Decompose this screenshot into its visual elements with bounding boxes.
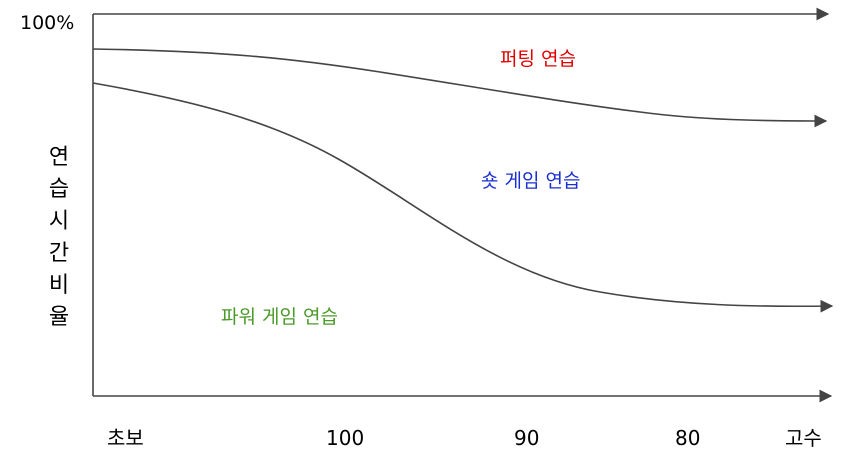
y-axis-title: 연습시간비율 [48, 145, 70, 330]
y-axis-max-label: 100% [20, 12, 75, 34]
putting-practice-label: 퍼팅 연습 [500, 48, 576, 70]
short-game-boundary-curve [92, 82, 834, 313]
x-tick-80: 80 [675, 426, 701, 450]
putting-boundary-curve [92, 48, 828, 128]
short-game-practice-label: 숏 게임 연습 [481, 170, 581, 192]
x-tick-90: 90 [514, 426, 540, 450]
x-tick-beginner: 초보 [107, 426, 144, 450]
x-tick-100: 100 [326, 426, 365, 450]
power-game-practice-label: 파워 게임 연습 [221, 306, 338, 328]
x-tick-expert: 고수 [785, 426, 822, 450]
